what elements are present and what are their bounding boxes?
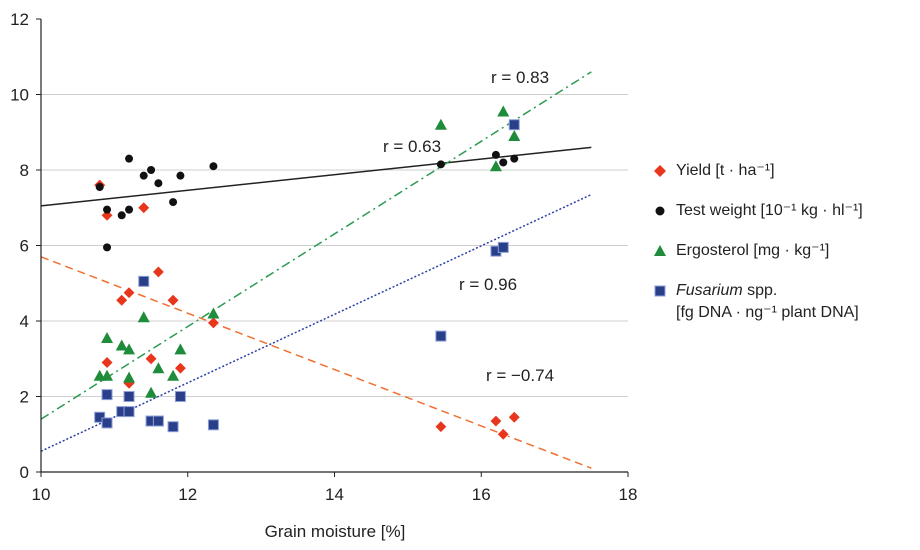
r-label-series-2: r = 0.96 xyxy=(459,275,517,294)
point-series-0-7 xyxy=(166,293,180,307)
y-tick-label-0: 0 xyxy=(20,463,29,482)
x-tick-label-10: 10 xyxy=(32,485,51,504)
x-tick-label-16: 16 xyxy=(472,485,491,504)
point-series-2-1 xyxy=(101,369,114,381)
point-series-3-9 xyxy=(167,421,179,433)
point-series-0-5 xyxy=(122,286,136,300)
x-axis-title: Grain moisture [%] xyxy=(265,522,406,541)
y-tick-label-6: 6 xyxy=(20,237,29,256)
point-series-1-2 xyxy=(117,211,126,220)
point-series-2-12 xyxy=(434,118,447,130)
y-tick-label-4: 4 xyxy=(20,312,29,331)
legend-label-fusarium: Fusarium spp. xyxy=(676,280,920,302)
trendline-series-2 xyxy=(40,71,592,420)
point-series-0-1 xyxy=(100,208,114,222)
point-series-3-0 xyxy=(94,411,106,423)
point-series-1-13 xyxy=(491,150,500,159)
legend-item-test-weight: Test weight [10⁻¹ kg · hl⁻¹] xyxy=(652,200,920,222)
point-series-0-10 xyxy=(173,361,187,375)
point-series-1-3 xyxy=(125,205,134,214)
point-series-1-15 xyxy=(510,154,519,163)
green-triangle-icon xyxy=(654,245,666,256)
legend-label-test-weight: Test weight [10⁻¹ kg · hl⁻¹] xyxy=(676,202,863,219)
y-tick-label-8: 8 xyxy=(20,161,29,180)
point-series-2-4 xyxy=(123,343,136,355)
point-series-1-6 xyxy=(147,166,156,174)
point-series-1-1 xyxy=(103,205,112,214)
point-series-1-10 xyxy=(209,162,218,171)
point-series-0-2 xyxy=(137,201,151,215)
label-layer: Grain moisture [%] r = −0.74 r = 0.63 r = 0… xyxy=(265,68,554,541)
point-series-0-8 xyxy=(144,352,158,366)
point-series-1-8 xyxy=(169,198,178,207)
point-series-3-14 xyxy=(497,241,509,253)
point-series-2-14 xyxy=(497,105,510,117)
x-tick-label-12: 12 xyxy=(178,485,197,504)
point-series-2-10 xyxy=(174,343,187,355)
trendline-series-1 xyxy=(40,146,592,207)
point-series-0-6 xyxy=(151,265,165,279)
x-tick-label-18: 18 xyxy=(619,485,638,504)
point-series-3-15 xyxy=(508,119,520,131)
y-tick-label-2: 2 xyxy=(20,388,29,407)
point-series-0-12 xyxy=(434,420,448,434)
legend-item-ergosterol: Ergosterol [mg · kg⁻¹] xyxy=(652,240,920,262)
r-label-series-1: r = 0.63 xyxy=(383,137,441,156)
point-series-3-4 xyxy=(123,406,135,418)
r-label-series-0: r = −0.74 xyxy=(486,366,554,385)
point-series-3-12 xyxy=(435,330,447,342)
point-series-2-13 xyxy=(489,160,502,172)
black-circle-icon xyxy=(655,206,665,216)
point-series-1-9 xyxy=(176,171,185,180)
point-series-2-7 xyxy=(145,386,158,398)
point-series-0-11 xyxy=(206,316,220,330)
point-series-1-14 xyxy=(499,158,508,167)
point-series-2-9 xyxy=(167,369,180,381)
point-series-2-15 xyxy=(508,130,521,142)
blue-square-icon xyxy=(654,285,666,297)
point-series-1-4 xyxy=(125,154,134,163)
point-series-0-14 xyxy=(496,427,510,441)
point-series-2-5 xyxy=(123,371,136,383)
x-tick-label-14: 14 xyxy=(325,485,344,504)
point-series-0-13 xyxy=(489,414,503,428)
point-series-0-3 xyxy=(100,355,114,370)
red-diamond-icon xyxy=(654,165,666,177)
point-series-3-10 xyxy=(174,391,186,402)
point-series-2-8 xyxy=(152,362,165,374)
scatter-chart: 10 12 14 16 18 0 2 4 6 8 10 12 Grain moisture [%] r … xyxy=(10,10,637,541)
point-series-2-6 xyxy=(137,311,150,323)
legend-label-fusarium-units: [fg DNA · ng⁻¹ plant DNA] xyxy=(676,304,859,321)
point-series-0-4 xyxy=(115,293,129,307)
point-series-0-15 xyxy=(507,410,521,424)
point-series-1-11 xyxy=(95,182,104,191)
point-series-3-2 xyxy=(101,417,113,429)
legend-item-fusarium: Fusarium spp. [fg DNA · ng⁻¹ plant DNA] xyxy=(652,280,920,324)
legend-label-fusarium-genus: Fusarium xyxy=(676,282,743,299)
point-series-1-7 xyxy=(154,179,163,188)
legend-label-yield: Yield [t · ha⁻¹] xyxy=(676,162,775,179)
point-series-2-2 xyxy=(101,331,114,343)
r-label-series-3: r = 0.83 xyxy=(491,68,549,87)
y-tick-label-12: 12 xyxy=(10,10,29,29)
point-series-2-11 xyxy=(207,307,220,319)
legend-label-ergosterol: Ergosterol [mg · kg⁻¹] xyxy=(676,242,830,259)
points-layer xyxy=(93,105,521,441)
point-series-3-1 xyxy=(101,389,113,401)
point-series-1-0 xyxy=(103,243,112,252)
y-tick-label-10: 10 xyxy=(10,86,29,105)
point-series-2-3 xyxy=(115,339,128,351)
point-series-1-5 xyxy=(139,171,148,180)
axis-layer: 10 12 14 16 18 0 2 4 6 8 10 12 xyxy=(10,10,637,504)
legend-item-yield: Yield [t · ha⁻¹] xyxy=(652,160,920,182)
legend-label-fusarium-spp: spp. xyxy=(742,282,778,299)
point-series-3-11 xyxy=(207,419,219,431)
point-series-3-5 xyxy=(123,391,135,402)
point-series-1-12 xyxy=(436,160,445,169)
legend: Yield [t · ha⁻¹] Test weight [10⁻¹ kg · … xyxy=(652,160,920,342)
point-series-3-8 xyxy=(152,415,164,427)
point-series-3-6 xyxy=(138,275,150,287)
